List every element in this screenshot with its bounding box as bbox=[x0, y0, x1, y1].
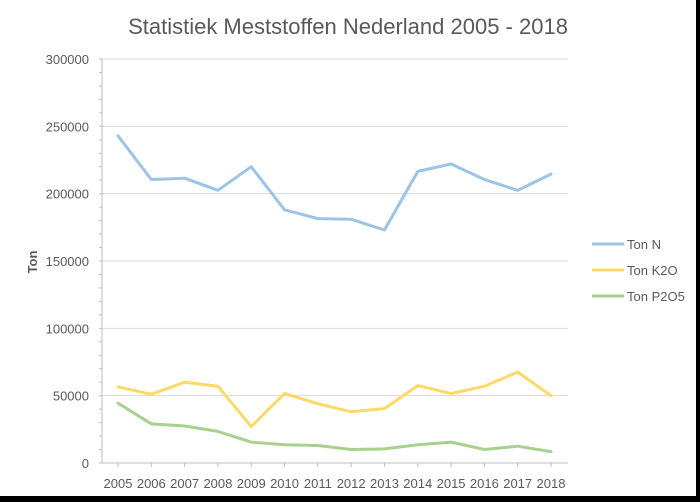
x-tick-label: 2007 bbox=[170, 476, 199, 491]
legend-label: Ton N bbox=[627, 237, 661, 252]
x-tick-label: 2009 bbox=[237, 476, 266, 491]
legend-label: Ton P2O5 bbox=[627, 289, 685, 304]
series-line-ton-n bbox=[116, 134, 553, 232]
x-tick-label: 2018 bbox=[537, 476, 566, 491]
series-lines bbox=[116, 134, 553, 454]
y-tick-label: 300000 bbox=[46, 52, 89, 67]
x-tick-label: 2010 bbox=[270, 476, 299, 491]
x-axis: 2005 2006 2007 2008 2009 2010 2011 2012 2013 2014… bbox=[102, 462, 568, 491]
x-tick-label: 2017 bbox=[503, 476, 532, 491]
y-tick-label: 250000 bbox=[46, 119, 89, 134]
y-tick-label: 0 bbox=[82, 456, 89, 471]
x-tick-label: 2015 bbox=[437, 476, 466, 491]
x-tick-label: 2005 bbox=[104, 476, 133, 491]
y-tick-label: 50000 bbox=[53, 389, 89, 404]
series-line-ton-k2o bbox=[116, 370, 553, 429]
x-tick-label: 2014 bbox=[403, 476, 432, 491]
x-tick-label: 2008 bbox=[203, 476, 232, 491]
y-tick-label: 100000 bbox=[46, 321, 89, 336]
y-tick-label: 200000 bbox=[46, 187, 89, 202]
x-tick-label: 2013 bbox=[370, 476, 399, 491]
y-axis-title: Ton bbox=[25, 251, 40, 274]
legend-label: Ton K2O bbox=[627, 263, 678, 278]
gridlines bbox=[102, 58, 568, 397]
y-axis: 0 50000 100000 150000 200000 250000 300000 bbox=[46, 52, 103, 471]
x-tick-label: 2011 bbox=[304, 476, 332, 491]
y-tick-label: 150000 bbox=[46, 254, 89, 269]
x-tick-label: 2016 bbox=[470, 476, 499, 491]
series-line-ton-p2o5 bbox=[116, 401, 553, 454]
chart-title: Statistiek Meststoffen Nederland 2005 - … bbox=[128, 14, 568, 39]
legend: Ton N Ton K2O Ton P2O5 bbox=[592, 237, 685, 304]
x-tick-label: 2006 bbox=[137, 476, 166, 491]
x-tick-label: 2012 bbox=[337, 476, 366, 491]
